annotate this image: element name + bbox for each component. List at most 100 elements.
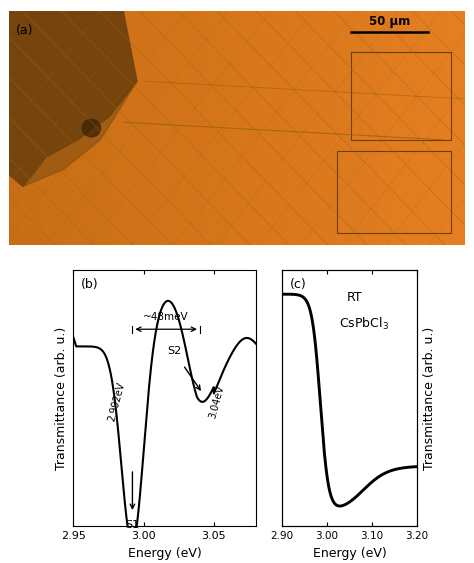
Bar: [9, 11, 14, 245]
Bar: [346, 11, 351, 245]
Bar: [305, 11, 310, 245]
Ellipse shape: [82, 119, 100, 137]
Bar: [287, 11, 292, 245]
Bar: [419, 11, 424, 245]
Bar: [187, 11, 191, 245]
Bar: [114, 11, 118, 245]
Bar: [251, 11, 255, 245]
Bar: [123, 11, 128, 245]
Bar: [155, 11, 160, 245]
Bar: [64, 11, 69, 245]
Bar: [219, 11, 223, 245]
X-axis label: Energy (eV): Energy (eV): [128, 547, 201, 560]
Bar: [87, 11, 91, 245]
Bar: [109, 11, 114, 245]
Y-axis label: Transmittance (arb. u.): Transmittance (arb. u.): [55, 327, 68, 470]
Bar: [319, 11, 323, 245]
Bar: [242, 11, 246, 245]
Bar: [301, 11, 305, 245]
Bar: [55, 11, 60, 245]
Bar: [164, 11, 169, 245]
Bar: [378, 11, 383, 245]
Bar: [323, 11, 328, 245]
Bar: [310, 11, 314, 245]
Bar: [356, 11, 360, 245]
Text: CsPbCl$_3$: CsPbCl$_3$: [339, 316, 389, 332]
Bar: [396, 11, 401, 245]
Bar: [383, 11, 387, 245]
Bar: [100, 11, 105, 245]
Bar: [146, 11, 151, 245]
Bar: [23, 11, 27, 245]
Bar: [191, 11, 196, 245]
Text: 3.04eV: 3.04eV: [208, 384, 226, 419]
Text: (a): (a): [16, 24, 34, 37]
Bar: [292, 11, 296, 245]
Bar: [365, 11, 369, 245]
Bar: [360, 11, 365, 245]
Bar: [78, 11, 82, 245]
Polygon shape: [9, 11, 137, 186]
Bar: [141, 11, 146, 245]
Bar: [91, 11, 96, 245]
Bar: [82, 11, 87, 245]
Bar: [18, 11, 23, 245]
Bar: [392, 11, 396, 245]
Bar: [255, 11, 260, 245]
Bar: [173, 11, 178, 245]
Bar: [414, 11, 419, 245]
Bar: [278, 11, 283, 245]
Bar: [405, 11, 410, 245]
Bar: [73, 11, 78, 245]
Bar: [374, 11, 378, 245]
Bar: [196, 11, 201, 245]
Text: 50 μm: 50 μm: [369, 15, 410, 28]
Bar: [456, 11, 460, 245]
Text: 2.992eV: 2.992eV: [107, 381, 127, 422]
Bar: [37, 11, 41, 245]
Bar: [296, 11, 301, 245]
Bar: [223, 11, 228, 245]
Bar: [269, 11, 273, 245]
Bar: [132, 11, 137, 245]
Text: S1: S1: [125, 520, 139, 530]
Bar: [451, 11, 456, 245]
Bar: [50, 11, 55, 245]
Bar: [205, 11, 210, 245]
Bar: [314, 11, 319, 245]
Bar: [264, 11, 269, 245]
Bar: [283, 11, 287, 245]
Bar: [369, 11, 374, 245]
Bar: [232, 11, 237, 245]
Bar: [151, 11, 155, 245]
Bar: [214, 11, 219, 245]
Bar: [201, 11, 205, 245]
Bar: [32, 11, 37, 245]
Bar: [178, 11, 182, 245]
Text: S2: S2: [167, 346, 182, 356]
Bar: [387, 11, 392, 245]
Bar: [273, 11, 278, 245]
Bar: [105, 11, 109, 245]
Bar: [328, 11, 333, 245]
Bar: [424, 11, 428, 245]
Bar: [401, 11, 405, 245]
Text: ~48meV: ~48meV: [143, 312, 189, 323]
Bar: [437, 11, 442, 245]
Bar: [442, 11, 447, 245]
Bar: [210, 11, 214, 245]
Bar: [41, 11, 46, 245]
Bar: [260, 11, 264, 245]
Bar: [96, 11, 100, 245]
Bar: [342, 11, 346, 245]
Bar: [237, 11, 242, 245]
Bar: [433, 11, 437, 245]
Text: (b): (b): [81, 278, 99, 291]
Bar: [46, 11, 50, 245]
Bar: [69, 11, 73, 245]
Bar: [128, 11, 132, 245]
Bar: [246, 11, 251, 245]
Bar: [447, 11, 451, 245]
Bar: [460, 11, 465, 245]
Bar: [337, 11, 342, 245]
